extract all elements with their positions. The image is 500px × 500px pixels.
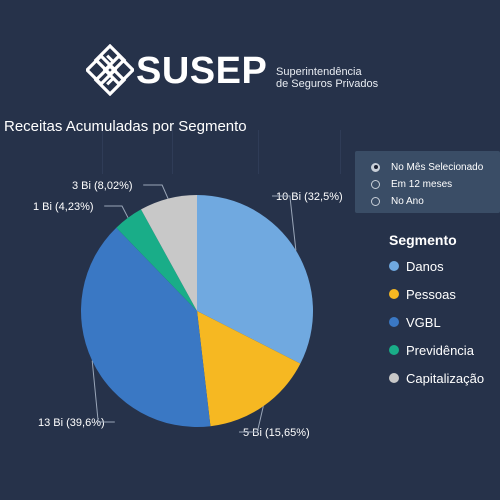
legend: Segmento Danos Pessoas VGBL Previdência … (389, 232, 484, 392)
filter-option-label: No Ano (391, 195, 424, 207)
pie-slice-pessoas[interactable] (197, 311, 301, 427)
legend-label: Previdência (406, 342, 474, 358)
susep-logo-icon (86, 44, 134, 96)
leader-line-previdencia (104, 205, 129, 218)
legend-label: Pessoas (406, 286, 456, 302)
legend-swatch (389, 345, 399, 355)
leader-line-danos (272, 195, 297, 251)
period-filter: No Mês Selecionado Em 12 meses No Ano (355, 151, 500, 213)
legend-item-pessoas[interactable]: Pessoas (389, 280, 484, 308)
header: SUSEP Superintendência de Seguros Privad… (0, 38, 500, 108)
leader-line-capitalizacao (143, 184, 169, 199)
filter-option-label: No Mês Selecionado (391, 161, 484, 173)
filter-option-12-months[interactable]: Em 12 meses (371, 177, 452, 191)
tab-divider (172, 130, 173, 174)
data-label-danos: 10 Bi (32,5%) (276, 191, 343, 203)
pie-slice-previdencia[interactable] (116, 209, 197, 311)
legend-swatch (389, 261, 399, 271)
legend-item-vgbl[interactable]: VGBL (389, 308, 484, 336)
filter-option-year[interactable]: No Ano (371, 194, 424, 208)
data-label-previdencia: 1 Bi (4,23%) (33, 201, 94, 213)
data-label-pessoas: 5 Bi (15,65%) (243, 427, 310, 439)
radio-selected-icon[interactable] (371, 162, 380, 172)
data-label-capitalizacao: 3 Bi (8,02%) (72, 180, 133, 192)
radio-icon[interactable] (371, 179, 380, 189)
leader-line-pessoas (239, 406, 264, 433)
filter-option-month[interactable]: No Mês Selecionado (371, 160, 483, 174)
legend-title: Segmento (389, 232, 457, 248)
brand-name: SUSEP (136, 50, 268, 92)
radio-icon[interactable] (371, 196, 380, 206)
pie-slice-danos[interactable] (197, 195, 314, 364)
tab-divider (102, 130, 103, 174)
filter-option-label: Em 12 meses (391, 178, 453, 190)
pie-slice-vgbl[interactable] (80, 227, 211, 428)
legend-label: Danos (406, 258, 444, 274)
legend-swatch (389, 317, 399, 327)
leader-line-vgbl (91, 360, 115, 423)
tagline-line-2: de Seguros Privados (276, 78, 379, 90)
background-tab-dividers (0, 122, 400, 192)
legend-item-previdencia[interactable]: Previdência (389, 336, 484, 364)
legend-item-capitalizacao[interactable]: Capitalização (389, 364, 484, 392)
tab-divider (340, 130, 341, 174)
tagline-line-1: Superintendência (276, 66, 362, 78)
legend-label: VGBL (406, 314, 441, 330)
legend-label: Capitalização (406, 370, 485, 386)
brand-tagline: Superintendência de Seguros Privados (276, 66, 378, 90)
legend-swatch (389, 289, 399, 299)
legend-swatch (389, 373, 399, 383)
data-label-vgbl: 13 Bi (39,6%) (38, 417, 105, 429)
pie-slice-capitalizacao[interactable] (140, 195, 197, 311)
tab-divider (258, 130, 259, 174)
chart-title: Receitas Acumuladas por Segmento (4, 118, 247, 135)
legend-item-danos[interactable]: Danos (389, 252, 484, 280)
